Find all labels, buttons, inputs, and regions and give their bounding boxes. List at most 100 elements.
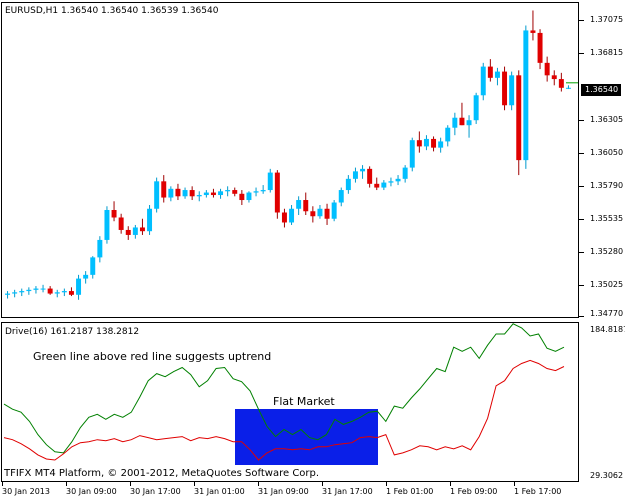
candle xyxy=(537,29,543,70)
candle xyxy=(296,196,302,215)
candle xyxy=(565,85,571,90)
candle xyxy=(289,205,295,225)
time-label: 1 Feb 09:00 xyxy=(450,487,498,496)
price-tick-label: 1.35025 xyxy=(590,280,624,289)
price-tick-mark xyxy=(579,316,584,317)
candle xyxy=(409,137,415,172)
candle xyxy=(40,284,46,293)
price-tick-mark xyxy=(579,186,584,187)
candle xyxy=(352,167,358,183)
candle xyxy=(118,213,124,234)
candle xyxy=(487,59,493,82)
candle xyxy=(253,187,259,197)
candle xyxy=(466,115,472,138)
price-tick-mark xyxy=(579,53,584,54)
time-tick-mark xyxy=(194,482,195,486)
candle xyxy=(544,56,550,82)
candle xyxy=(97,236,103,263)
candle xyxy=(218,188,224,199)
candle xyxy=(125,226,131,240)
candle xyxy=(502,66,508,111)
candle xyxy=(558,72,564,92)
candle xyxy=(438,137,444,153)
red-drive-line xyxy=(3,359,565,461)
candle xyxy=(473,92,479,124)
time-label: 30 Jan 2013 xyxy=(2,487,50,496)
candle xyxy=(26,287,32,295)
candle xyxy=(324,203,330,225)
candle xyxy=(516,70,522,176)
candle xyxy=(203,190,209,198)
candle xyxy=(76,274,82,300)
candle xyxy=(12,289,18,298)
candle xyxy=(267,168,273,193)
candle xyxy=(139,218,145,235)
time-label: 31 Jan 09:00 xyxy=(258,487,309,496)
candle xyxy=(494,67,500,86)
green-drive-line xyxy=(3,323,565,454)
symbol-info: EURUSD,H1 1.36540 1.36540 1.36539 1.3654… xyxy=(5,6,219,16)
time-tick-mark xyxy=(450,482,451,486)
price-tick-label: 1.36050 xyxy=(590,148,624,157)
price-tick-mark xyxy=(579,20,584,21)
candle xyxy=(381,180,387,191)
time-label: 31 Jan 01:00 xyxy=(194,487,245,496)
price-chart-panel[interactable] xyxy=(1,2,579,318)
candle xyxy=(445,125,451,147)
time-tick-mark xyxy=(2,482,3,486)
candle xyxy=(452,112,458,136)
time-tick-mark xyxy=(514,482,515,486)
candle xyxy=(310,206,316,223)
candle xyxy=(360,165,366,179)
flat-market-box xyxy=(235,409,378,465)
flat-market-label: Flat Market xyxy=(273,395,335,408)
candle xyxy=(83,271,89,284)
price-tick-label: 1.36815 xyxy=(590,48,624,57)
candle xyxy=(5,291,11,299)
candle xyxy=(189,186,195,201)
candle xyxy=(523,25,529,169)
price-tick-label: 1.35280 xyxy=(590,247,624,256)
candle xyxy=(68,287,74,297)
candle xyxy=(225,186,231,197)
candle xyxy=(480,62,486,101)
candle xyxy=(147,205,153,235)
time-label: 31 Jan 17:00 xyxy=(322,487,373,496)
candle xyxy=(154,177,160,213)
time-tick-mark xyxy=(130,482,131,486)
candle xyxy=(33,286,39,294)
indicator-label: Drive(16) 161.2187 138.2812 xyxy=(5,327,140,337)
candle xyxy=(431,136,437,152)
time-tick-mark xyxy=(386,482,387,486)
candle xyxy=(260,185,266,194)
candle xyxy=(345,175,351,194)
candle xyxy=(111,201,117,222)
candle xyxy=(104,206,110,244)
candle xyxy=(367,166,373,188)
candle xyxy=(388,177,394,187)
candle xyxy=(47,286,53,295)
indicator-max-label: 184.8187 xyxy=(590,325,625,334)
price-tick-label: 1.34770 xyxy=(590,309,624,318)
candle xyxy=(132,224,138,239)
candle xyxy=(175,183,181,201)
candle xyxy=(161,175,167,203)
price-tick-label: 1.37075 xyxy=(590,15,624,24)
price-tick-mark xyxy=(579,285,584,286)
price-tick-mark xyxy=(579,153,584,154)
candle xyxy=(551,70,557,86)
candle xyxy=(182,187,188,199)
time-label: 30 Jan 17:00 xyxy=(130,487,181,496)
price-tick-mark xyxy=(579,252,584,253)
candle xyxy=(317,205,323,219)
candle xyxy=(281,208,287,228)
copyright-text: TFIFX MT4 Platform, © 2001-2012, MetaQuo… xyxy=(4,468,320,479)
time-tick-mark xyxy=(66,482,67,486)
time-tick-mark xyxy=(322,482,323,486)
candle xyxy=(90,256,96,279)
candle xyxy=(374,177,380,191)
candle xyxy=(395,175,401,186)
price-tick-label: 1.35535 xyxy=(590,214,624,223)
candle xyxy=(54,289,60,298)
